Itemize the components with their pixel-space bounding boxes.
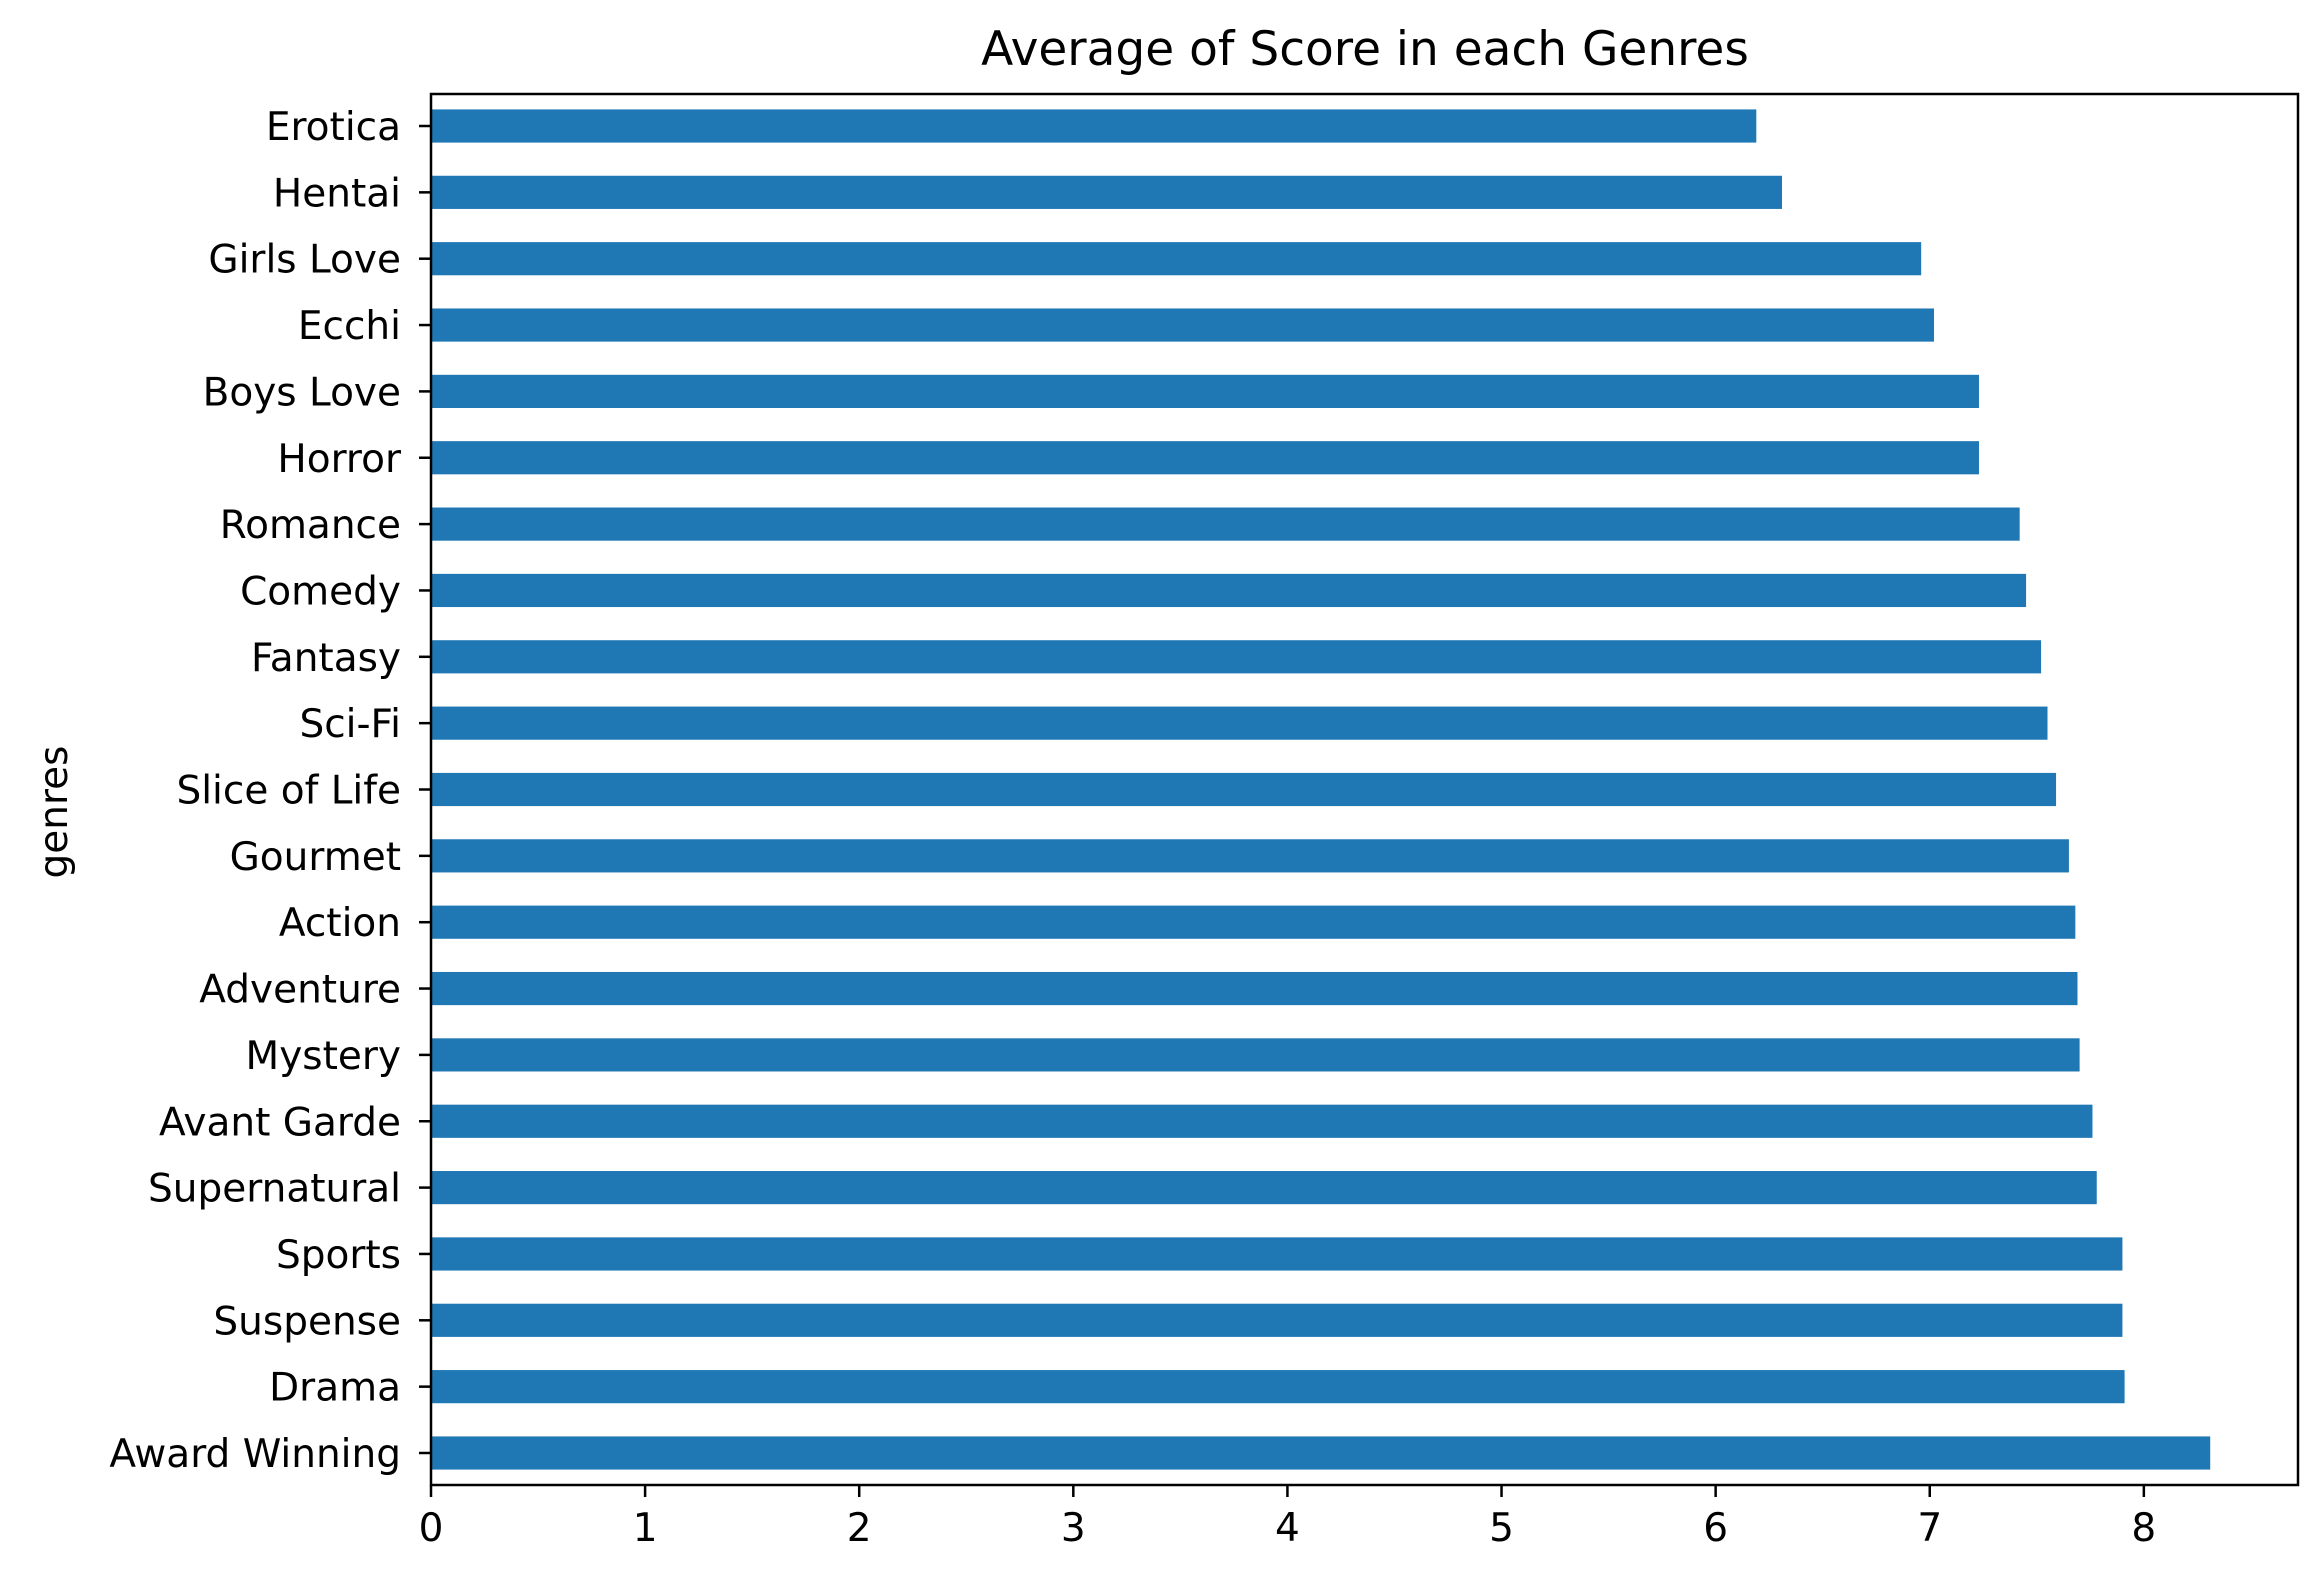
bar-sports — [431, 1237, 2123, 1271]
y-tick-label: Slice of Life — [176, 769, 401, 814]
bar-erotica — [431, 109, 1757, 143]
y-tick-label: Ecchi — [298, 304, 401, 349]
y-tick-label: Girls Love — [208, 238, 401, 283]
bar-sci-fi — [431, 706, 2048, 740]
y-tick-label: Drama — [269, 1366, 401, 1411]
x-ticks-layer: 0 1 2 3 4 5 6 7 8 — [419, 1485, 2156, 1551]
plot-frame — [429, 92, 2300, 1487]
y-tick-label: Boys Love — [203, 370, 401, 415]
y-tick-label: Hentai — [273, 171, 401, 216]
bar-drama — [431, 1370, 2125, 1404]
y-tick-label: Supernatural — [148, 1167, 401, 1212]
y-tick-label: Erotica — [266, 105, 401, 150]
x-tick-label: 2 — [847, 1506, 872, 1551]
y-tick-label: Romance — [220, 503, 401, 548]
x-tick-label: 1 — [633, 1506, 658, 1551]
bar-adventure — [431, 971, 2078, 1006]
bar-suspense — [431, 1303, 2123, 1337]
bar-comedy — [431, 573, 2027, 608]
x-tick-label: 4 — [1275, 1506, 1300, 1551]
x-tick-label: 7 — [1917, 1506, 1942, 1551]
x-tick-label: 6 — [1703, 1506, 1728, 1551]
y-tick-label: Suspense — [213, 1299, 401, 1344]
bar-romance — [431, 507, 2020, 541]
y-tick-label: Fantasy — [251, 636, 401, 681]
bar-boys-love — [431, 374, 1979, 408]
bar-horror — [431, 441, 1979, 475]
y-tick-label: Mystery — [246, 1034, 401, 1079]
bar-ecchi — [431, 308, 1935, 342]
y-tick-label: Comedy — [240, 569, 401, 614]
x-tick-label: 5 — [1489, 1506, 1514, 1551]
bars-layer — [431, 109, 2211, 1470]
bar-supernatural — [431, 1171, 2097, 1205]
y-tick-label: Adventure — [199, 968, 401, 1013]
y-tick-label: Action — [279, 901, 401, 946]
y-tick-label: Horror — [277, 437, 402, 482]
bar-avant-garde — [431, 1104, 2093, 1138]
y-tick-label: Sports — [276, 1233, 401, 1278]
bar-action — [431, 905, 2076, 939]
x-tick-label: 0 — [419, 1506, 444, 1551]
x-tick-label: 8 — [2131, 1506, 2156, 1551]
y-tick-label: Gourmet — [230, 835, 401, 880]
y-tick-label: Award Winning — [109, 1432, 401, 1477]
bar-slice-of-life — [431, 772, 2057, 807]
bar-mystery — [431, 1038, 2080, 1072]
bar-hentai — [431, 175, 1783, 209]
y-axis-label: genres — [32, 746, 77, 879]
bar-girls-love — [431, 242, 1922, 276]
y-ticks-layer: Erotica Hentai Girls Love Ecchi Boys Love Hor… — [109, 105, 431, 1477]
y-tick-label: Sci-Fi — [299, 702, 401, 747]
bar-fantasy — [431, 640, 2042, 674]
chart-title: Average of Score in each Genres — [981, 22, 1749, 77]
y-tick-label: Avant Garde — [159, 1100, 401, 1145]
x-tick-label: 3 — [1061, 1506, 1086, 1551]
bar-gourmet — [431, 839, 2069, 873]
bar-award-winning — [431, 1436, 2211, 1470]
